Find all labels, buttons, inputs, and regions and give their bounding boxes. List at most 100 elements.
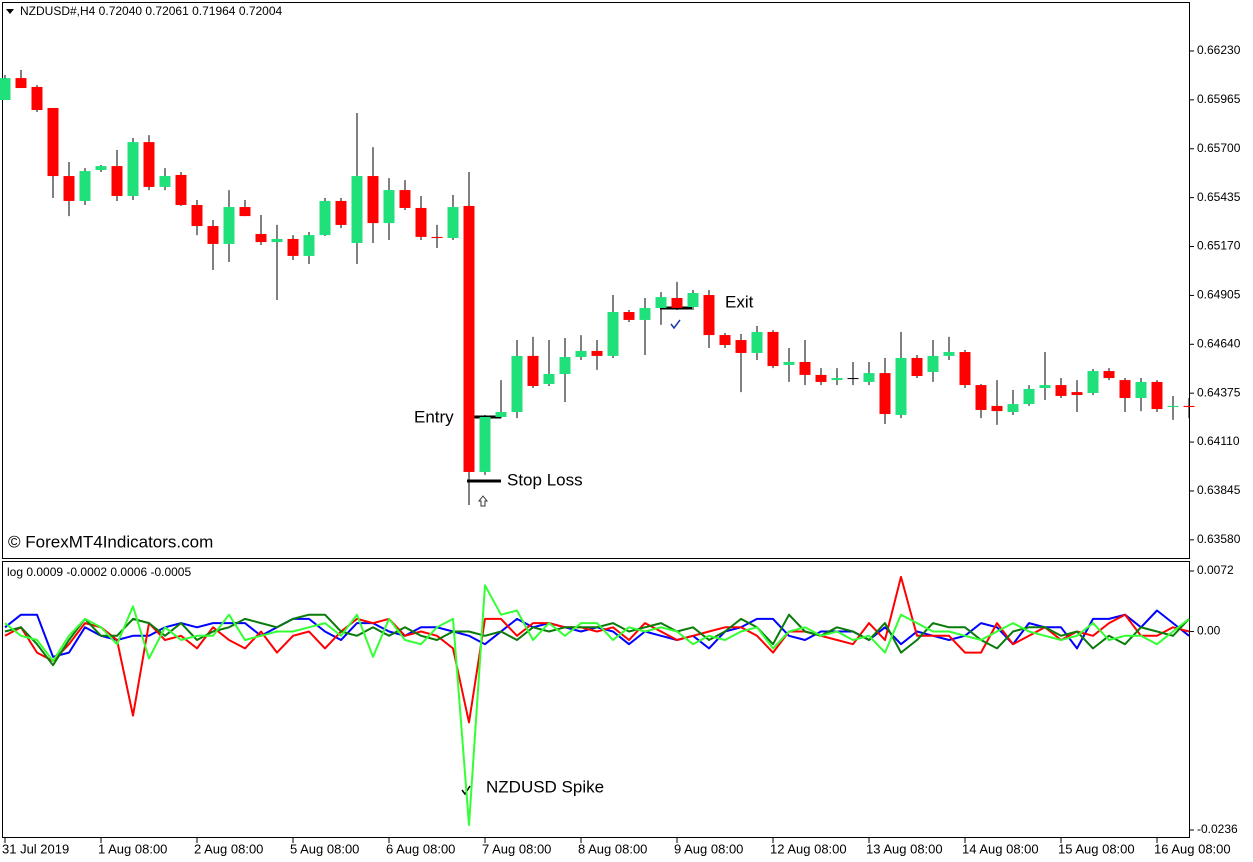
check-mark (461, 785, 471, 796)
candle-body (399, 190, 411, 208)
watermark: © ForexMT4Indicators.com (8, 532, 213, 551)
candle-body (303, 235, 315, 256)
y-tick-label: 0.65965 (1197, 92, 1241, 106)
x-tick-label: 9 Aug 08:00 (674, 841, 743, 856)
candle-body (479, 416, 491, 472)
candle-body (879, 373, 891, 415)
candle-body (927, 355, 939, 372)
candle-body (847, 378, 859, 380)
candle-body (751, 331, 763, 353)
candle-body (671, 297, 683, 308)
candle-body (1007, 404, 1019, 412)
candle-body (95, 166, 107, 170)
candle-body (1071, 392, 1083, 396)
candle-body (383, 190, 395, 224)
candle-body (831, 378, 843, 381)
x-tick-label: 31 Jul 2019 (2, 841, 69, 856)
candle-body (15, 78, 27, 89)
candle-body (79, 171, 91, 201)
y-tick-label: 0.63845 (1197, 483, 1241, 497)
candle-body (255, 233, 267, 243)
candle-body (719, 335, 731, 346)
candle-body (319, 200, 331, 236)
candle-body (767, 331, 779, 367)
up-arrow (477, 495, 489, 507)
menu-arrow (6, 9, 14, 14)
y-tick-label: 0.63580 (1197, 532, 1241, 546)
x-tick-label: 13 Aug 08:00 (866, 841, 943, 856)
candle-body (271, 238, 283, 243)
x-tick-label: 7 Aug 08:00 (482, 841, 551, 856)
y-tick-label: 0.65170 (1197, 239, 1241, 253)
indicator-pane-frame (2, 561, 1190, 838)
x-tick-label: 14 Aug 08:00 (962, 841, 1039, 856)
candle-body (895, 357, 907, 415)
y-tick-label: -0.0236 (1197, 822, 1238, 836)
candle-body (495, 411, 507, 417)
candle-body (1055, 385, 1067, 396)
candle-body (159, 176, 171, 187)
candle-body (687, 293, 699, 308)
candle-body (1167, 405, 1179, 408)
candle-body (239, 207, 251, 217)
candle-body (1039, 385, 1051, 389)
candle-body (959, 352, 971, 386)
exit-label: Exit (725, 292, 754, 311)
candle-body (783, 362, 795, 365)
indicator-line (4, 584, 1190, 826)
main-pane-frame (2, 2, 1190, 559)
y-tick-label: 0.66230 (1197, 43, 1241, 57)
candle-body (47, 107, 59, 177)
candle-body (911, 357, 923, 377)
candle-body (543, 373, 555, 384)
candle-body (223, 207, 235, 244)
candle-body (639, 307, 651, 320)
candle-body (351, 176, 363, 244)
candle-body (287, 238, 299, 256)
candle-body (975, 385, 987, 410)
candle-body (207, 226, 219, 244)
candle-body (463, 205, 475, 472)
y-tick-label: 0.64905 (1197, 288, 1241, 302)
stop-loss-label: Stop Loss (507, 470, 583, 489)
x-tick-label: 12 Aug 08:00 (770, 841, 847, 856)
candle-body (431, 236, 443, 239)
x-tick-label: 5 Aug 08:00 (290, 841, 359, 856)
y-tick-label: 0.00 (1197, 624, 1221, 638)
candle-body (655, 297, 667, 308)
spike-label: NZDUSD Spike (486, 777, 604, 796)
candle-body (175, 174, 187, 206)
y-tick-label: 0.65435 (1197, 190, 1241, 204)
candle-body (191, 205, 203, 227)
candle-body (863, 373, 875, 382)
candle-body (143, 142, 155, 187)
candle-body (1151, 381, 1163, 410)
candle-body (735, 340, 747, 353)
candle-body (1087, 371, 1099, 393)
candle-body (447, 207, 459, 239)
candle-body (943, 352, 955, 356)
candle-body (1135, 381, 1147, 398)
candle-body (367, 176, 379, 224)
x-tick-label: 2 Aug 08:00 (194, 841, 263, 856)
candle-body (591, 350, 603, 356)
candle-body (31, 86, 43, 110)
x-tick-label: 16 Aug 08:00 (1154, 841, 1231, 856)
x-tick-label: 6 Aug 08:00 (386, 841, 455, 856)
check-mark (670, 319, 681, 330)
y-tick-label: 0.64640 (1197, 336, 1241, 350)
candle-body (623, 312, 635, 320)
entry-label: Entry (414, 407, 454, 426)
candle-body (575, 350, 587, 358)
candle-body (0, 78, 11, 101)
indicator-title: log 0.0009 -0.0002 0.0006 -0.0005 (7, 565, 191, 579)
y-tick-label: 0.0072 (1197, 563, 1234, 577)
candle-body (63, 176, 75, 201)
candle-body (1023, 388, 1035, 405)
indicator-line (4, 613, 1190, 667)
candle-body (1119, 380, 1131, 398)
y-tick-label: 0.64110 (1197, 434, 1240, 448)
candle-body (511, 355, 523, 412)
